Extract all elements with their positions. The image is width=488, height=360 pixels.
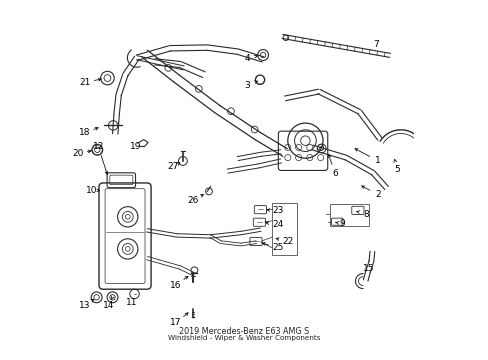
Text: 10: 10 [85, 186, 97, 195]
Text: 1: 1 [374, 157, 380, 166]
Text: Windshield - Wiper & Washer Components: Windshield - Wiper & Washer Components [168, 335, 320, 341]
Text: 12: 12 [92, 142, 104, 151]
Text: 2019 Mercedes-Benz E63 AMG S: 2019 Mercedes-Benz E63 AMG S [179, 327, 309, 336]
Text: 8: 8 [363, 210, 368, 219]
Text: 11: 11 [126, 298, 138, 307]
Text: 20: 20 [72, 149, 83, 158]
Text: 6: 6 [332, 169, 337, 178]
Bar [329, 204, 368, 226]
Text: 3: 3 [244, 81, 249, 90]
Text: 26: 26 [187, 196, 198, 205]
Text: 19: 19 [129, 142, 141, 151]
Text: 14: 14 [102, 301, 114, 310]
Bar [272, 203, 296, 255]
Text: 23: 23 [271, 206, 283, 215]
Text: 24: 24 [271, 220, 283, 229]
Text: 2: 2 [375, 190, 380, 199]
Text: 15: 15 [363, 264, 374, 273]
Text: 18: 18 [79, 129, 90, 138]
Text: 5: 5 [393, 165, 399, 174]
Text: 16: 16 [170, 281, 182, 290]
Text: 9: 9 [339, 219, 345, 228]
Text: 17: 17 [170, 318, 182, 327]
Text: 7: 7 [372, 40, 378, 49]
Text: 25: 25 [271, 243, 283, 252]
Text: 22: 22 [282, 237, 293, 246]
Text: 27: 27 [167, 162, 178, 171]
Text: 4: 4 [244, 54, 249, 63]
Text: 21: 21 [79, 78, 90, 87]
Text: 13: 13 [79, 301, 90, 310]
